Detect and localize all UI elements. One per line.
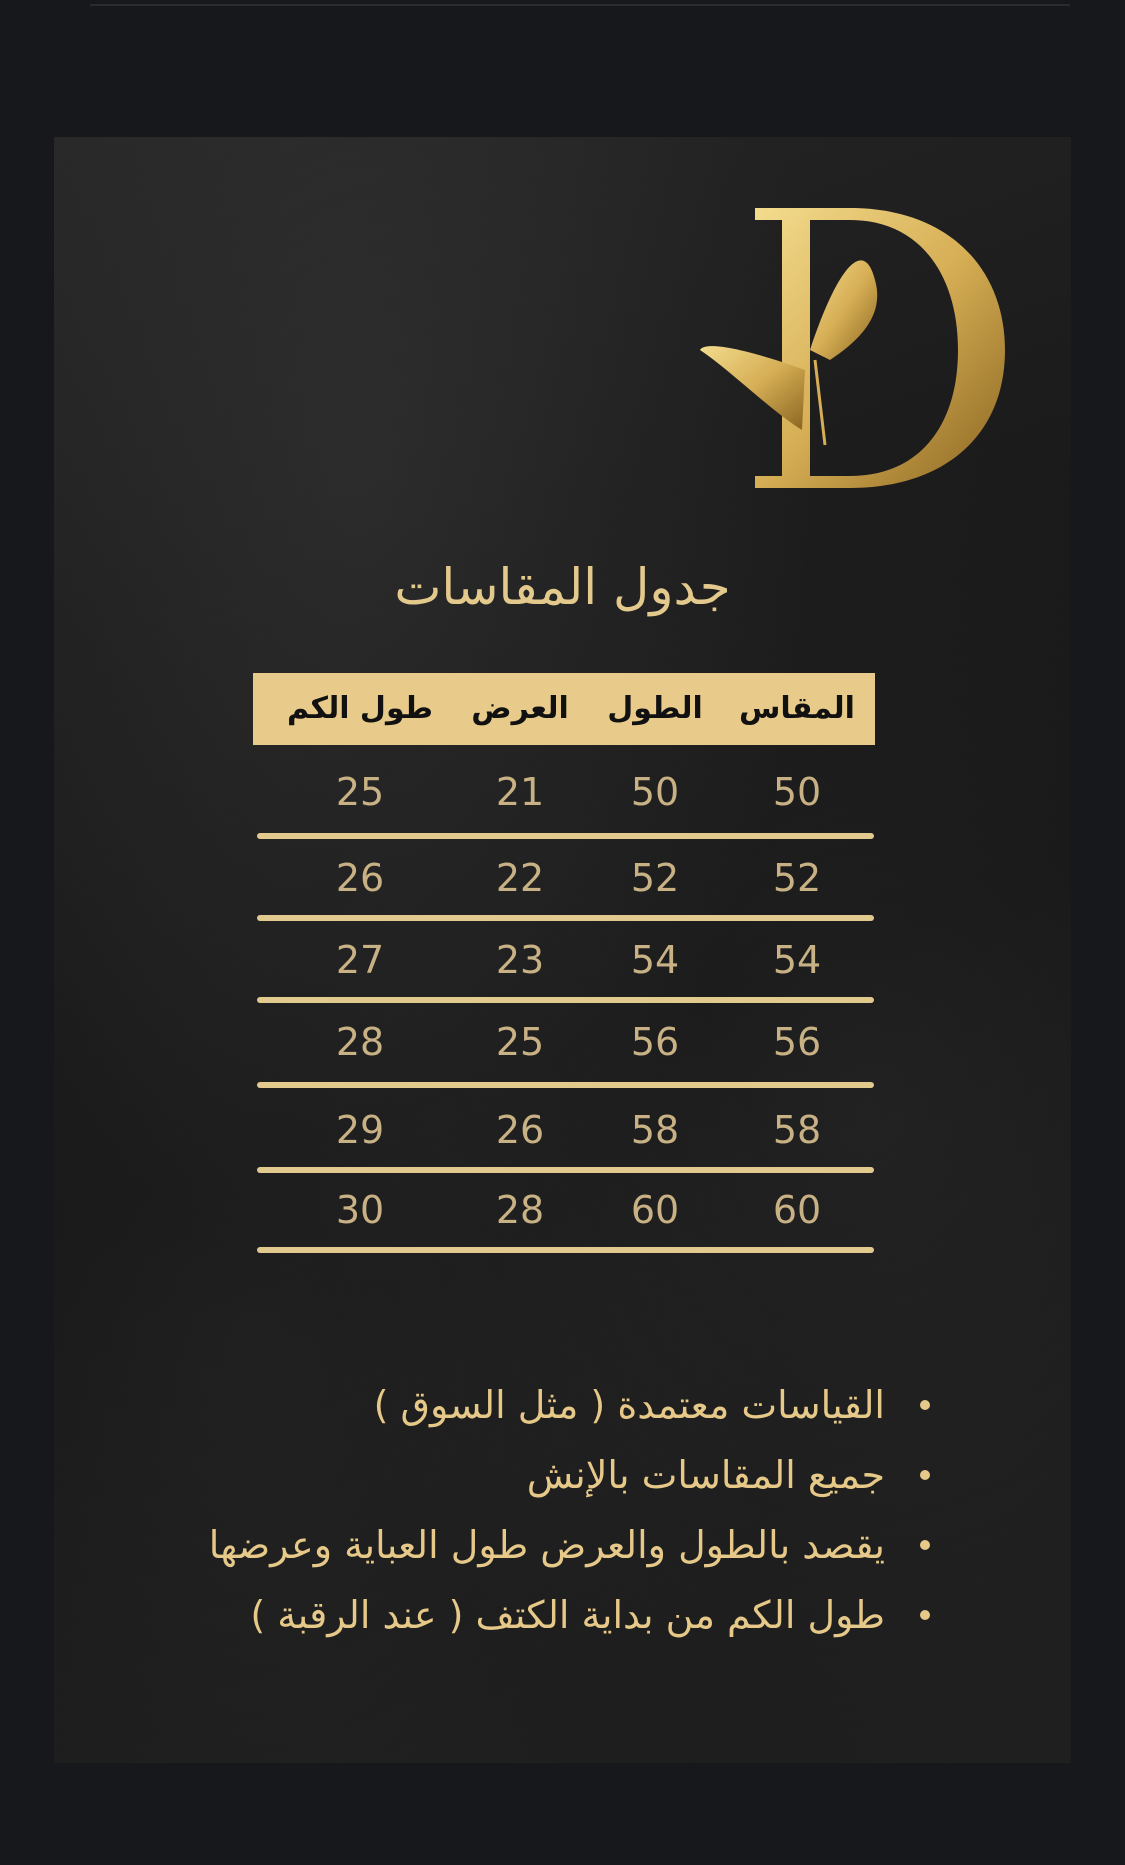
- table-cell: 52: [630, 856, 680, 900]
- table-row: 60 60 28 30: [253, 1180, 875, 1240]
- note-text: القياسات معتمدة ( مثل السوق ): [373, 1383, 885, 1427]
- row-divider: [257, 1082, 874, 1088]
- note-text: يقصد بالطول والعرض طول العباية وعرضها: [208, 1523, 885, 1567]
- table-row: 58 58 26 29: [253, 1100, 875, 1160]
- brand-logo-d-butterfly-icon: [700, 208, 1005, 488]
- header-size: المقاس: [739, 691, 855, 726]
- bullet-icon: [920, 1470, 930, 1480]
- bullet-icon: [920, 1400, 930, 1410]
- table-cell: 56: [630, 1020, 680, 1064]
- table-cell: 60: [630, 1188, 680, 1232]
- table-cell: 52: [772, 856, 822, 900]
- note-text: طول الكم من بداية الكتف ( عند الرقبة ): [250, 1593, 885, 1637]
- row-divider: [257, 833, 874, 839]
- list-item: جميع المقاسات بالإنش: [209, 1445, 930, 1515]
- header-sleeve-length: طول الكم: [286, 691, 434, 726]
- table-cell: 60: [772, 1188, 822, 1232]
- list-item: طول الكم من بداية الكتف ( عند الرقبة ): [209, 1585, 930, 1655]
- bullet-icon: [920, 1610, 930, 1620]
- table-row: 50 50 21 25: [253, 762, 875, 822]
- table-cell: 28: [495, 1188, 545, 1232]
- notes-list: القياسات معتمدة ( مثل السوق ) جميع المقا…: [208, 1375, 930, 1655]
- list-item: القياسات معتمدة ( مثل السوق ): [209, 1375, 930, 1445]
- table-cell: 21: [495, 770, 545, 814]
- table-row: 54 54 23 27: [253, 930, 875, 990]
- table-cell: 29: [335, 1108, 385, 1152]
- table-cell: 27: [335, 938, 385, 982]
- header-width: العرض: [471, 691, 569, 726]
- table-row: 52 52 22 26: [253, 848, 875, 908]
- table-cell: 25: [495, 1020, 545, 1064]
- table-cell: 26: [335, 856, 385, 900]
- table-row: 56 56 25 28: [253, 1012, 875, 1072]
- top-divider: [90, 4, 1070, 6]
- size-chart-card: [54, 137, 1071, 1763]
- table-cell: 54: [630, 938, 680, 982]
- row-divider: [257, 1167, 874, 1173]
- table-cell: 26: [495, 1108, 545, 1152]
- row-divider: [257, 997, 874, 1003]
- table-cell: 25: [335, 770, 385, 814]
- list-item: يقصد بالطول والعرض طول العباية وعرضها: [208, 1515, 930, 1585]
- table-cell: 23: [495, 938, 545, 982]
- table-cell: 58: [630, 1108, 680, 1152]
- table-header: المقاس الطول العرض طول الكم: [253, 673, 875, 745]
- table-cell: 50: [630, 770, 680, 814]
- page-title: جدول المقاسات: [394, 558, 731, 616]
- note-text: جميع المقاسات بالإنش: [526, 1453, 885, 1497]
- header-length: الطول: [607, 691, 703, 726]
- table-cell: 50: [772, 770, 822, 814]
- table-cell: 22: [495, 856, 545, 900]
- row-divider: [257, 915, 874, 921]
- table-cell: 56: [772, 1020, 822, 1064]
- table-cell: 54: [772, 938, 822, 982]
- table-cell: 28: [335, 1020, 385, 1064]
- table-cell: 30: [335, 1188, 385, 1232]
- row-divider: [257, 1247, 874, 1253]
- bullet-icon: [920, 1540, 930, 1550]
- table-cell: 58: [772, 1108, 822, 1152]
